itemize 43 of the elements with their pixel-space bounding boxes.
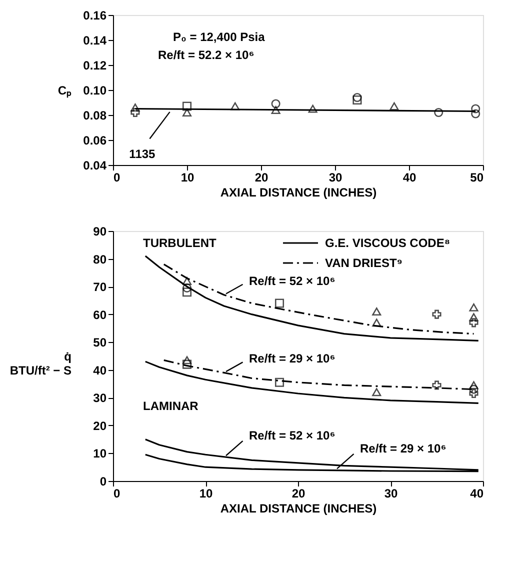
y-tick-label: 10	[93, 446, 107, 461]
x-tick-label: 0	[114, 170, 120, 184]
legend-label: G.E. VISCOUS CODE⁸	[325, 236, 450, 250]
y-tick-label: 80	[93, 252, 107, 266]
y-tick-label: 0	[100, 474, 107, 488]
y-tick-label: 50	[93, 336, 107, 350]
y-tick-label: 0.14	[83, 34, 107, 48]
y-tick-label: 0.08	[83, 108, 107, 122]
y-tick-label: 40	[93, 363, 107, 378]
legend-label: VAN DRIEST⁹	[325, 256, 402, 270]
annotation: LAMINAR	[143, 399, 199, 413]
annotation: P₀ = 12,400 Psia	[173, 30, 266, 44]
y-tick-label: 90	[93, 224, 107, 238]
x-axis-title: AXIAL DISTANCE (INCHES)	[220, 502, 377, 516]
y-tick-label: 0.10	[83, 84, 107, 98]
x-tick-label: 0	[114, 486, 120, 500]
y-tick-label: 0.16	[83, 8, 107, 22]
annotation: TURBULENT	[143, 236, 217, 250]
annotation: Re/ft = 52 × 10⁶	[249, 274, 336, 288]
x-tick-label: 50	[470, 170, 484, 184]
y-tick-label: 0.12	[83, 58, 107, 72]
x-tick-label: 10	[199, 486, 213, 500]
y-tick-label: 20	[93, 418, 107, 433]
x-tick-label: 20	[254, 170, 268, 184]
annotation: 1135	[129, 146, 156, 161]
y-axis-title: Cₚ	[58, 84, 72, 98]
y-tick-label: 70	[93, 280, 107, 294]
x-tick-label: 40	[402, 170, 416, 184]
y-tick-label: 60	[93, 308, 107, 322]
y-tick-label: 0.06	[83, 134, 107, 148]
y-axis-title: q̇ BTU/ft² − S	[10, 350, 72, 378]
x-tick-label: 30	[328, 170, 342, 184]
annotation: Re/ft = 29 × 10⁶	[360, 441, 446, 456]
annotation: Re/ft = 52.2 × 10⁶	[158, 48, 254, 62]
x-tick-label: 40	[470, 486, 484, 500]
y-tick-label: 0.04	[83, 158, 107, 172]
annotation: Re/ft = 29 × 10⁶	[249, 352, 336, 366]
x-tick-label: 20	[292, 486, 306, 500]
x-tick-label: 30	[384, 486, 398, 500]
x-axis-title: AXIAL DISTANCE (INCHES)	[220, 186, 377, 200]
annotation: Re/ft = 52 × 10⁶	[249, 428, 336, 442]
y-tick-label: 30	[93, 391, 107, 406]
x-tick-label: 10	[180, 170, 194, 184]
